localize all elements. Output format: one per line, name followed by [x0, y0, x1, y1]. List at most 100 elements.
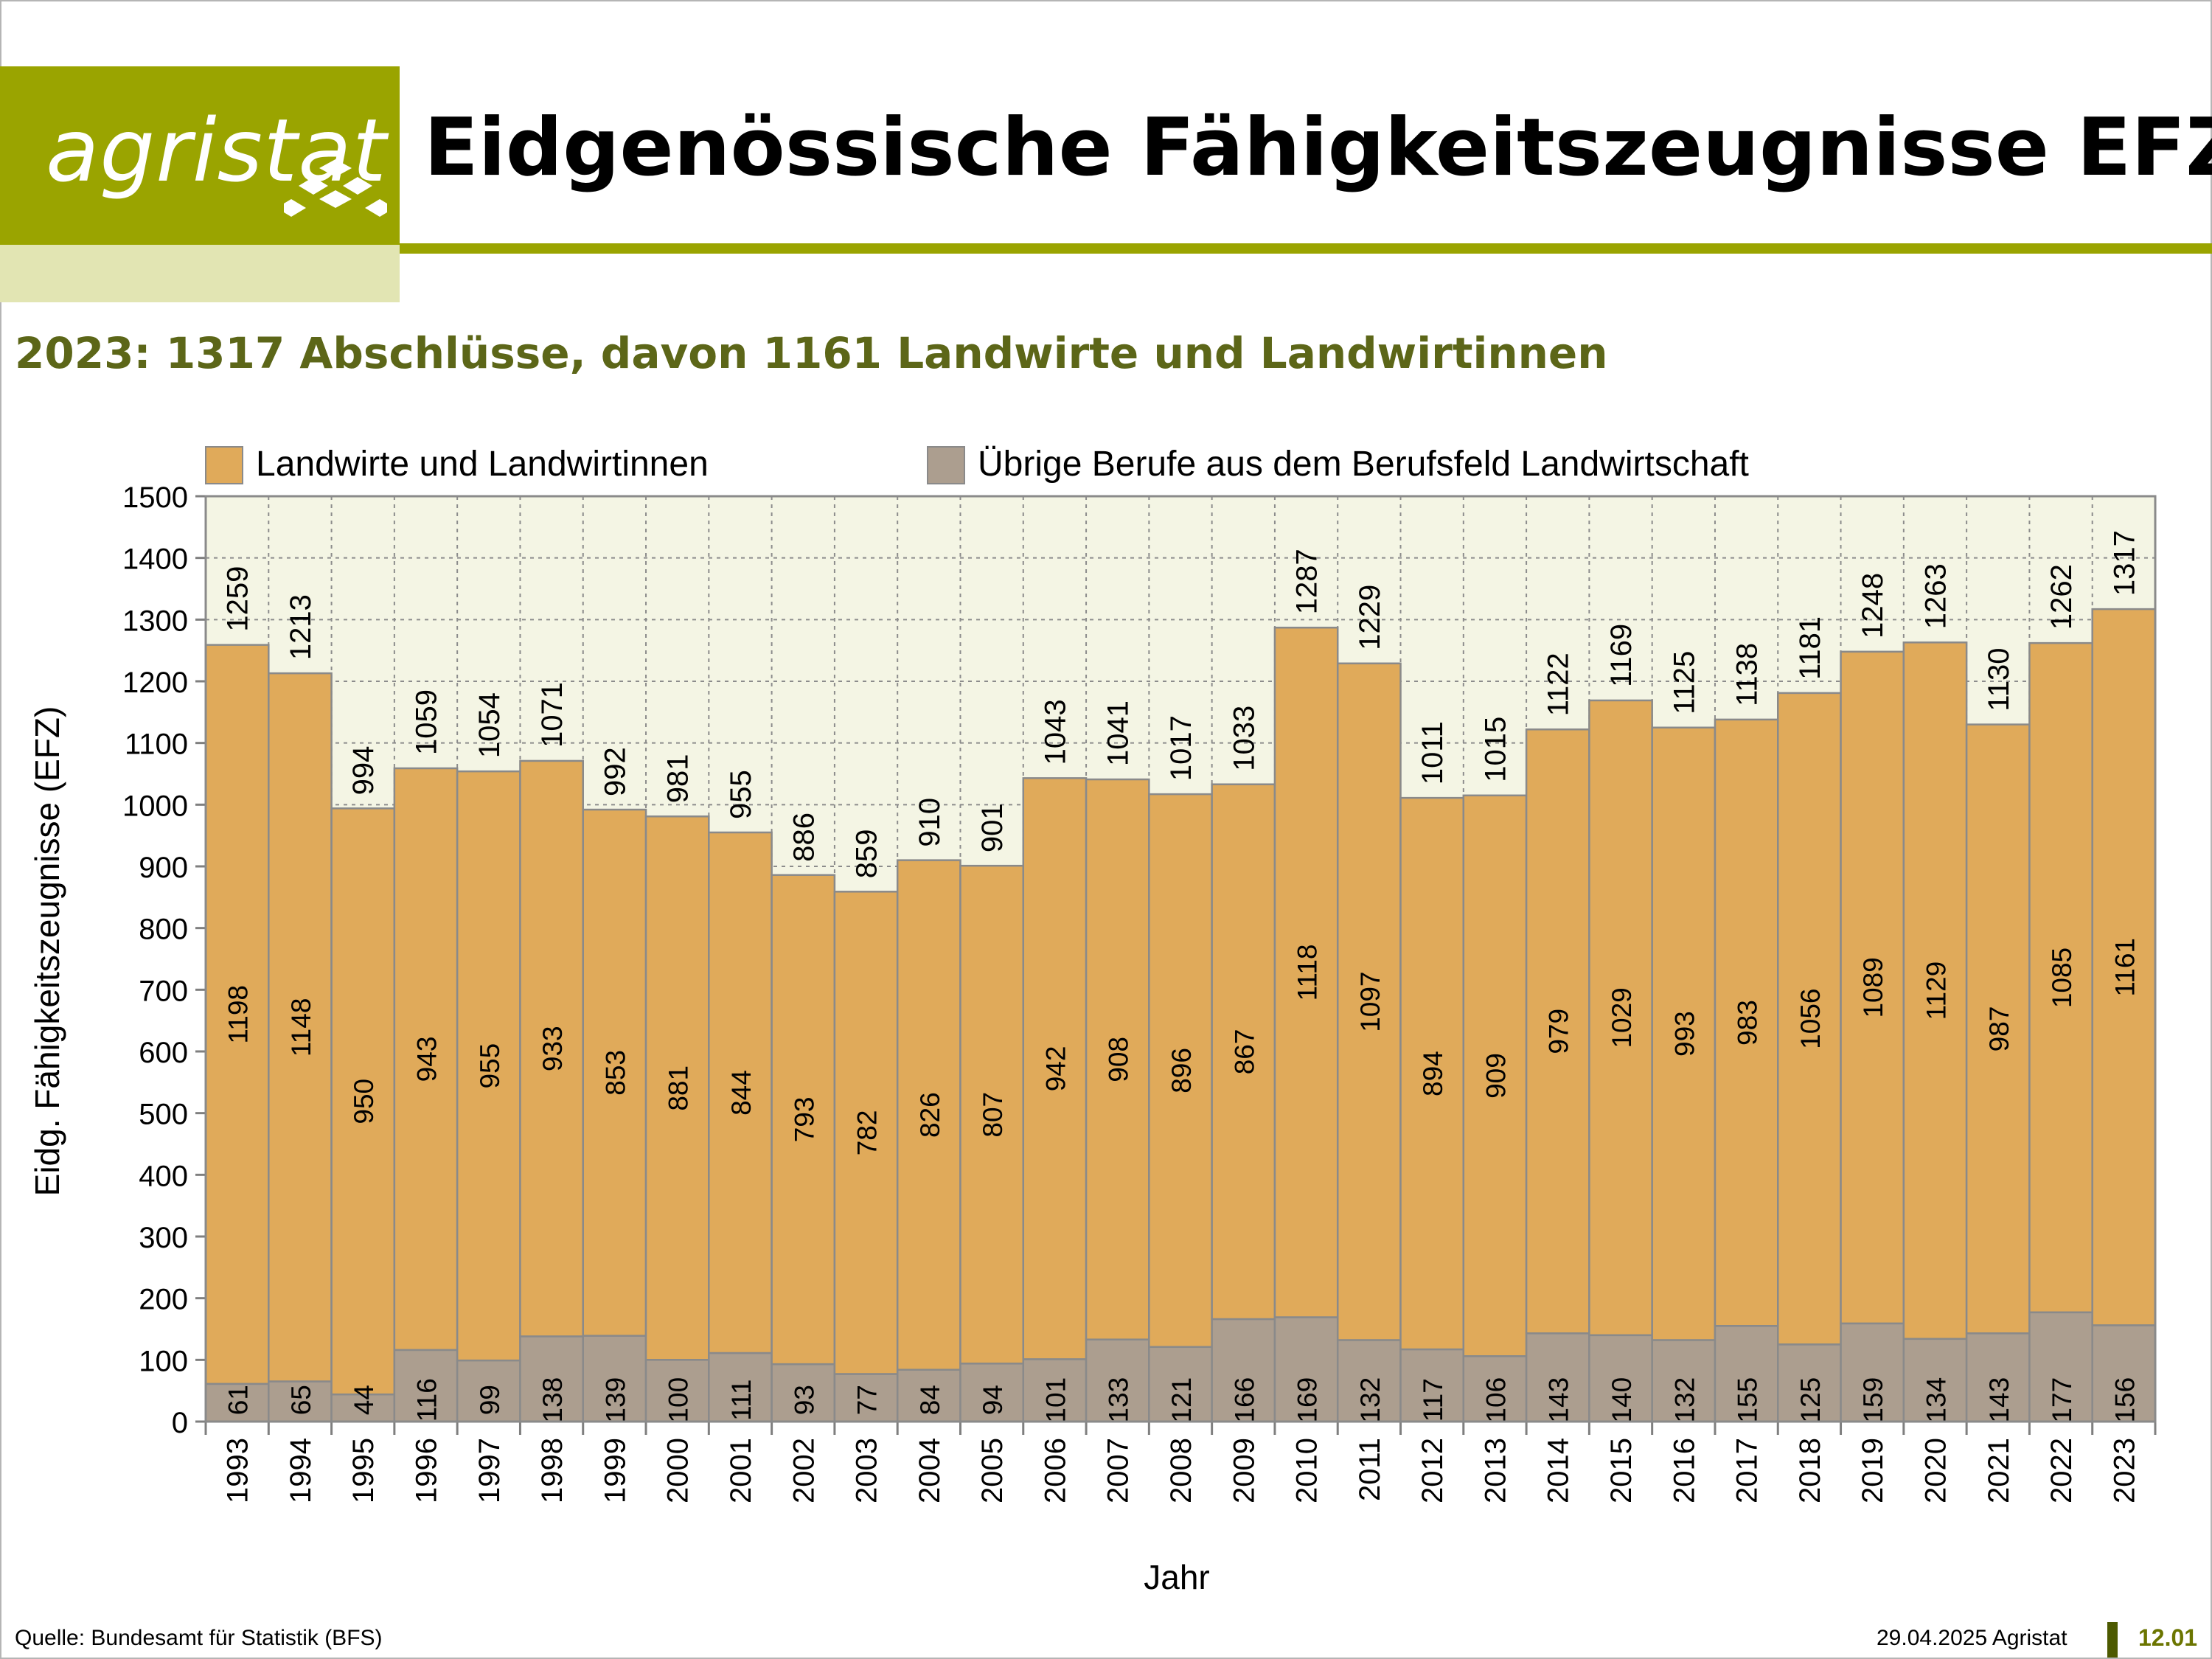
- data-label-landwirte: 1097: [1355, 971, 1385, 1032]
- x-tick-label: 2012: [1416, 1438, 1449, 1503]
- data-label-uebrige: 166: [1229, 1377, 1259, 1423]
- x-tick-label: 2014: [1543, 1438, 1575, 1503]
- bar-uebrige: [1714, 1325, 1779, 1423]
- brand-logo: agristat: [46, 100, 387, 201]
- chart-subtitle: 2023: 1317 Abschlüsse, davon 1161 Landwi…: [15, 328, 1608, 378]
- bar-landwirte: [771, 874, 836, 1366]
- data-label-landwirte: 1148: [286, 998, 316, 1057]
- y-tick-label: 300: [139, 1222, 188, 1254]
- bar-uebrige: [1273, 1316, 1339, 1423]
- data-label-uebrige: 101: [1040, 1377, 1071, 1423]
- x-tick-label: 1993: [222, 1438, 254, 1503]
- data-label-landwirte: 1029: [1607, 987, 1637, 1048]
- data-label-total: 1259: [222, 566, 254, 632]
- x-axis-label: Jahr: [1144, 1558, 1209, 1596]
- bar-uebrige: [456, 1359, 521, 1423]
- data-label-uebrige: 77: [852, 1385, 883, 1415]
- data-label-uebrige: 121: [1166, 1377, 1197, 1423]
- data-label-uebrige: 100: [664, 1377, 694, 1423]
- x-tick-label: 2020: [1919, 1438, 1952, 1503]
- data-label-total: 1059: [411, 689, 443, 755]
- data-label-landwirte: 844: [726, 1070, 757, 1116]
- data-label-landwirte: 894: [1418, 1051, 1448, 1096]
- data-label-total: 1181: [1794, 616, 1826, 680]
- data-label-total: 992: [599, 747, 631, 796]
- data-label-landwirte: 1089: [1858, 957, 1888, 1018]
- legend-label: Übrige Berufe aus dem Berufsfeld Landwir…: [978, 445, 1749, 484]
- x-tick-label: 2011: [1354, 1438, 1386, 1501]
- y-tick-label: 1100: [125, 728, 188, 761]
- data-label-landwirte: 807: [978, 1092, 1008, 1138]
- data-label-landwirte: 853: [600, 1050, 630, 1096]
- bar-landwirte: [1462, 794, 1528, 1357]
- bar-landwirte: [1273, 626, 1339, 1318]
- data-label-total: 1017: [1165, 715, 1197, 781]
- bar-uebrige: [1462, 1355, 1528, 1423]
- bar-uebrige: [1777, 1343, 1842, 1423]
- x-tick-label: 1995: [347, 1438, 380, 1503]
- bar-uebrige: [1588, 1334, 1653, 1423]
- data-label-uebrige: 132: [1355, 1377, 1385, 1423]
- data-label-total: 994: [347, 746, 380, 796]
- data-label-landwirte: 881: [664, 1065, 694, 1111]
- data-label-landwirte: 1198: [223, 985, 254, 1044]
- data-label-landwirte: 933: [538, 1026, 568, 1071]
- data-label-uebrige: 65: [286, 1385, 316, 1415]
- data-label-uebrige: 44: [349, 1385, 379, 1415]
- x-tick-label: 2007: [1102, 1438, 1135, 1503]
- data-label-landwirte: 1118: [1293, 944, 1323, 1001]
- data-label-uebrige: 133: [1104, 1377, 1134, 1423]
- data-label-uebrige: 143: [1544, 1377, 1574, 1423]
- data-label-total: 901: [976, 803, 1009, 852]
- bar-uebrige: [2028, 1311, 2093, 1423]
- x-tick-label: 2021: [1983, 1438, 2015, 1503]
- bar-landwirte: [1965, 723, 2031, 1335]
- data-label-landwirte: 979: [1544, 1009, 1574, 1054]
- x-tick-label: 2008: [1165, 1438, 1197, 1503]
- data-label-landwirte: 943: [412, 1037, 442, 1082]
- y-tick-label: 0: [172, 1407, 188, 1439]
- y-tick-label: 1000: [122, 790, 188, 822]
- bar-landwirte: [644, 815, 710, 1361]
- data-label-total: 886: [787, 813, 820, 862]
- logo-box: [0, 66, 400, 245]
- bar-landwirte: [204, 644, 270, 1385]
- data-label-total: 1043: [1039, 699, 1071, 765]
- data-label-total: 981: [662, 754, 695, 803]
- y-tick-label: 100: [139, 1345, 188, 1377]
- data-label-uebrige: 111: [726, 1380, 757, 1421]
- data-label-landwirte: 942: [1040, 1046, 1071, 1092]
- bar-landwirte: [1525, 728, 1590, 1335]
- y-tick-label: 600: [139, 1037, 188, 1069]
- data-label-total: 1263: [1919, 563, 1952, 629]
- data-label-uebrige: 159: [1858, 1377, 1888, 1423]
- x-tick-label: 2019: [1857, 1438, 1889, 1503]
- data-label-landwirte: 950: [349, 1079, 379, 1124]
- data-label-uebrige: 117: [1418, 1378, 1448, 1422]
- bar-uebrige: [1965, 1332, 2031, 1423]
- data-label-total: 1041: [1102, 700, 1135, 766]
- x-tick-label: 1999: [599, 1438, 631, 1503]
- data-label-total: 1011: [1416, 721, 1449, 785]
- data-label-uebrige: 125: [1795, 1377, 1826, 1423]
- x-tick-label: 2015: [1605, 1438, 1638, 1503]
- data-label-uebrige: 134: [1921, 1377, 1951, 1423]
- data-label-total: 1071: [536, 682, 568, 748]
- x-tick-label: 2001: [725, 1438, 757, 1503]
- data-label-uebrige: 177: [2047, 1377, 2077, 1423]
- data-label-uebrige: 140: [1607, 1377, 1637, 1423]
- data-label-total: 1169: [1605, 624, 1638, 687]
- x-tick-label: 2017: [1731, 1438, 1764, 1503]
- bar-uebrige: [771, 1363, 836, 1423]
- x-tick-label: 2002: [787, 1438, 820, 1503]
- y-tick-label: 800: [139, 914, 188, 946]
- x-tick-label: 2010: [1291, 1438, 1324, 1503]
- data-label-landwirte: 1085: [2047, 947, 2077, 1008]
- legend-swatch: [205, 446, 243, 484]
- data-label-landwirte: 1129: [1921, 961, 1951, 1020]
- y-tick-label: 1500: [122, 481, 188, 514]
- bar-uebrige: [1840, 1322, 1905, 1423]
- x-tick-label: 2006: [1039, 1438, 1071, 1503]
